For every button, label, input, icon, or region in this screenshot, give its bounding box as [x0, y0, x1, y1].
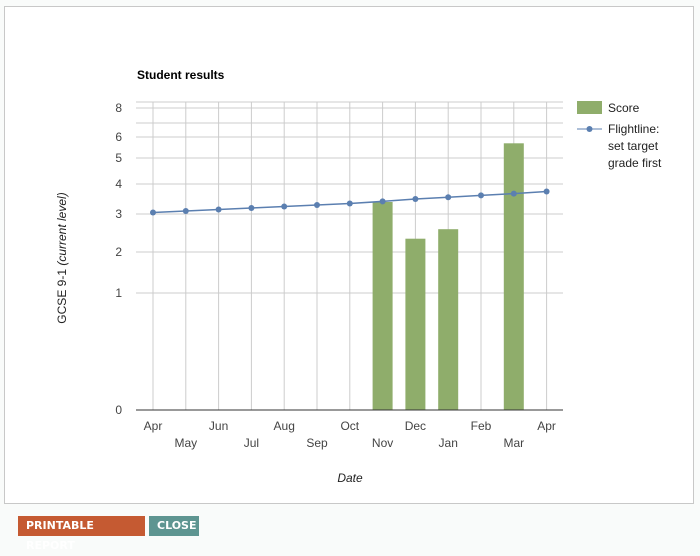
x-tick-label: May — [174, 436, 197, 450]
x-tick-label: Jul — [244, 436, 259, 450]
y-axis-label-italic: (current level) — [55, 192, 69, 265]
x-axis-ticks: Apr May Jun Jul Aug Sep Oct Nov Dec Jan Feb Mar Apr — [144, 419, 556, 450]
y-axis-ticks: 0 1 2 3 4 5 6 8 — [115, 101, 122, 417]
y-tick-label: 6 — [115, 130, 122, 144]
x-tick-label: Apr — [537, 419, 556, 433]
x-tick-label: Jun — [209, 419, 228, 433]
y-tick-label: 3 — [115, 207, 122, 221]
flightline-point — [379, 198, 386, 205]
y-tick-label: 8 — [115, 101, 122, 115]
x-tick-label: Dec — [405, 419, 426, 433]
legend-score-label: Score — [608, 101, 640, 115]
flightline-point — [215, 206, 222, 213]
score-bar — [405, 238, 426, 410]
flightline-point — [543, 188, 550, 195]
x-tick-label: Sep — [306, 436, 328, 450]
score-bar — [438, 229, 459, 410]
y-tick-label: 0 — [115, 403, 122, 417]
y-axis-label-main: GCSE 9-1 — [55, 269, 69, 324]
close-button[interactable]: CLOSE — [149, 516, 199, 536]
flightline-point — [182, 208, 189, 214]
legend: Score Flightline: set target grade first — [577, 101, 663, 170]
student-results-chart: Student results 0 1 2 3 4 5 6 8 Apr May Jun Jul Aug… — [55, 68, 663, 485]
legend-flightline-label: Flightline: set target grade first — [608, 122, 663, 170]
chart-title: Student results — [137, 68, 225, 82]
x-axis-label: Date — [337, 471, 363, 485]
chart-panel — [4, 6, 694, 504]
score-bars — [372, 143, 524, 411]
y-tick-label: 1 — [115, 286, 122, 300]
x-tick-label: Aug — [274, 419, 295, 433]
x-tick-label: Nov — [372, 436, 393, 450]
flightline-point — [281, 203, 288, 210]
flightline-point — [150, 209, 156, 216]
x-tick-label: Mar — [503, 436, 524, 450]
legend-flightline-marker-icon — [586, 126, 593, 132]
printable-report-button[interactable]: PRINTABLE REPORT — [18, 516, 145, 552]
y-tick-label: 2 — [115, 245, 122, 259]
x-tick-label: Feb — [471, 419, 492, 433]
flightline-point — [478, 192, 484, 199]
flightline-point — [314, 202, 320, 208]
y-tick-label: 5 — [115, 151, 122, 165]
flightline-series — [150, 188, 550, 216]
score-bar — [372, 202, 393, 410]
x-tick-label: Jan — [439, 436, 458, 450]
x-tick-label: Apr — [144, 419, 163, 433]
flightline-point — [248, 205, 255, 211]
flightline-point — [346, 200, 353, 207]
flightline-point — [412, 196, 419, 202]
x-tick-label: Oct — [340, 419, 359, 433]
legend-score-swatch — [577, 101, 602, 114]
gridlines — [136, 101, 563, 410]
y-tick-label: 4 — [115, 177, 122, 191]
flightline-point — [510, 190, 517, 197]
score-bar — [503, 143, 524, 411]
y-axis-label: GCSE 9-1 (current level) — [55, 192, 69, 323]
flightline-point — [445, 194, 452, 201]
